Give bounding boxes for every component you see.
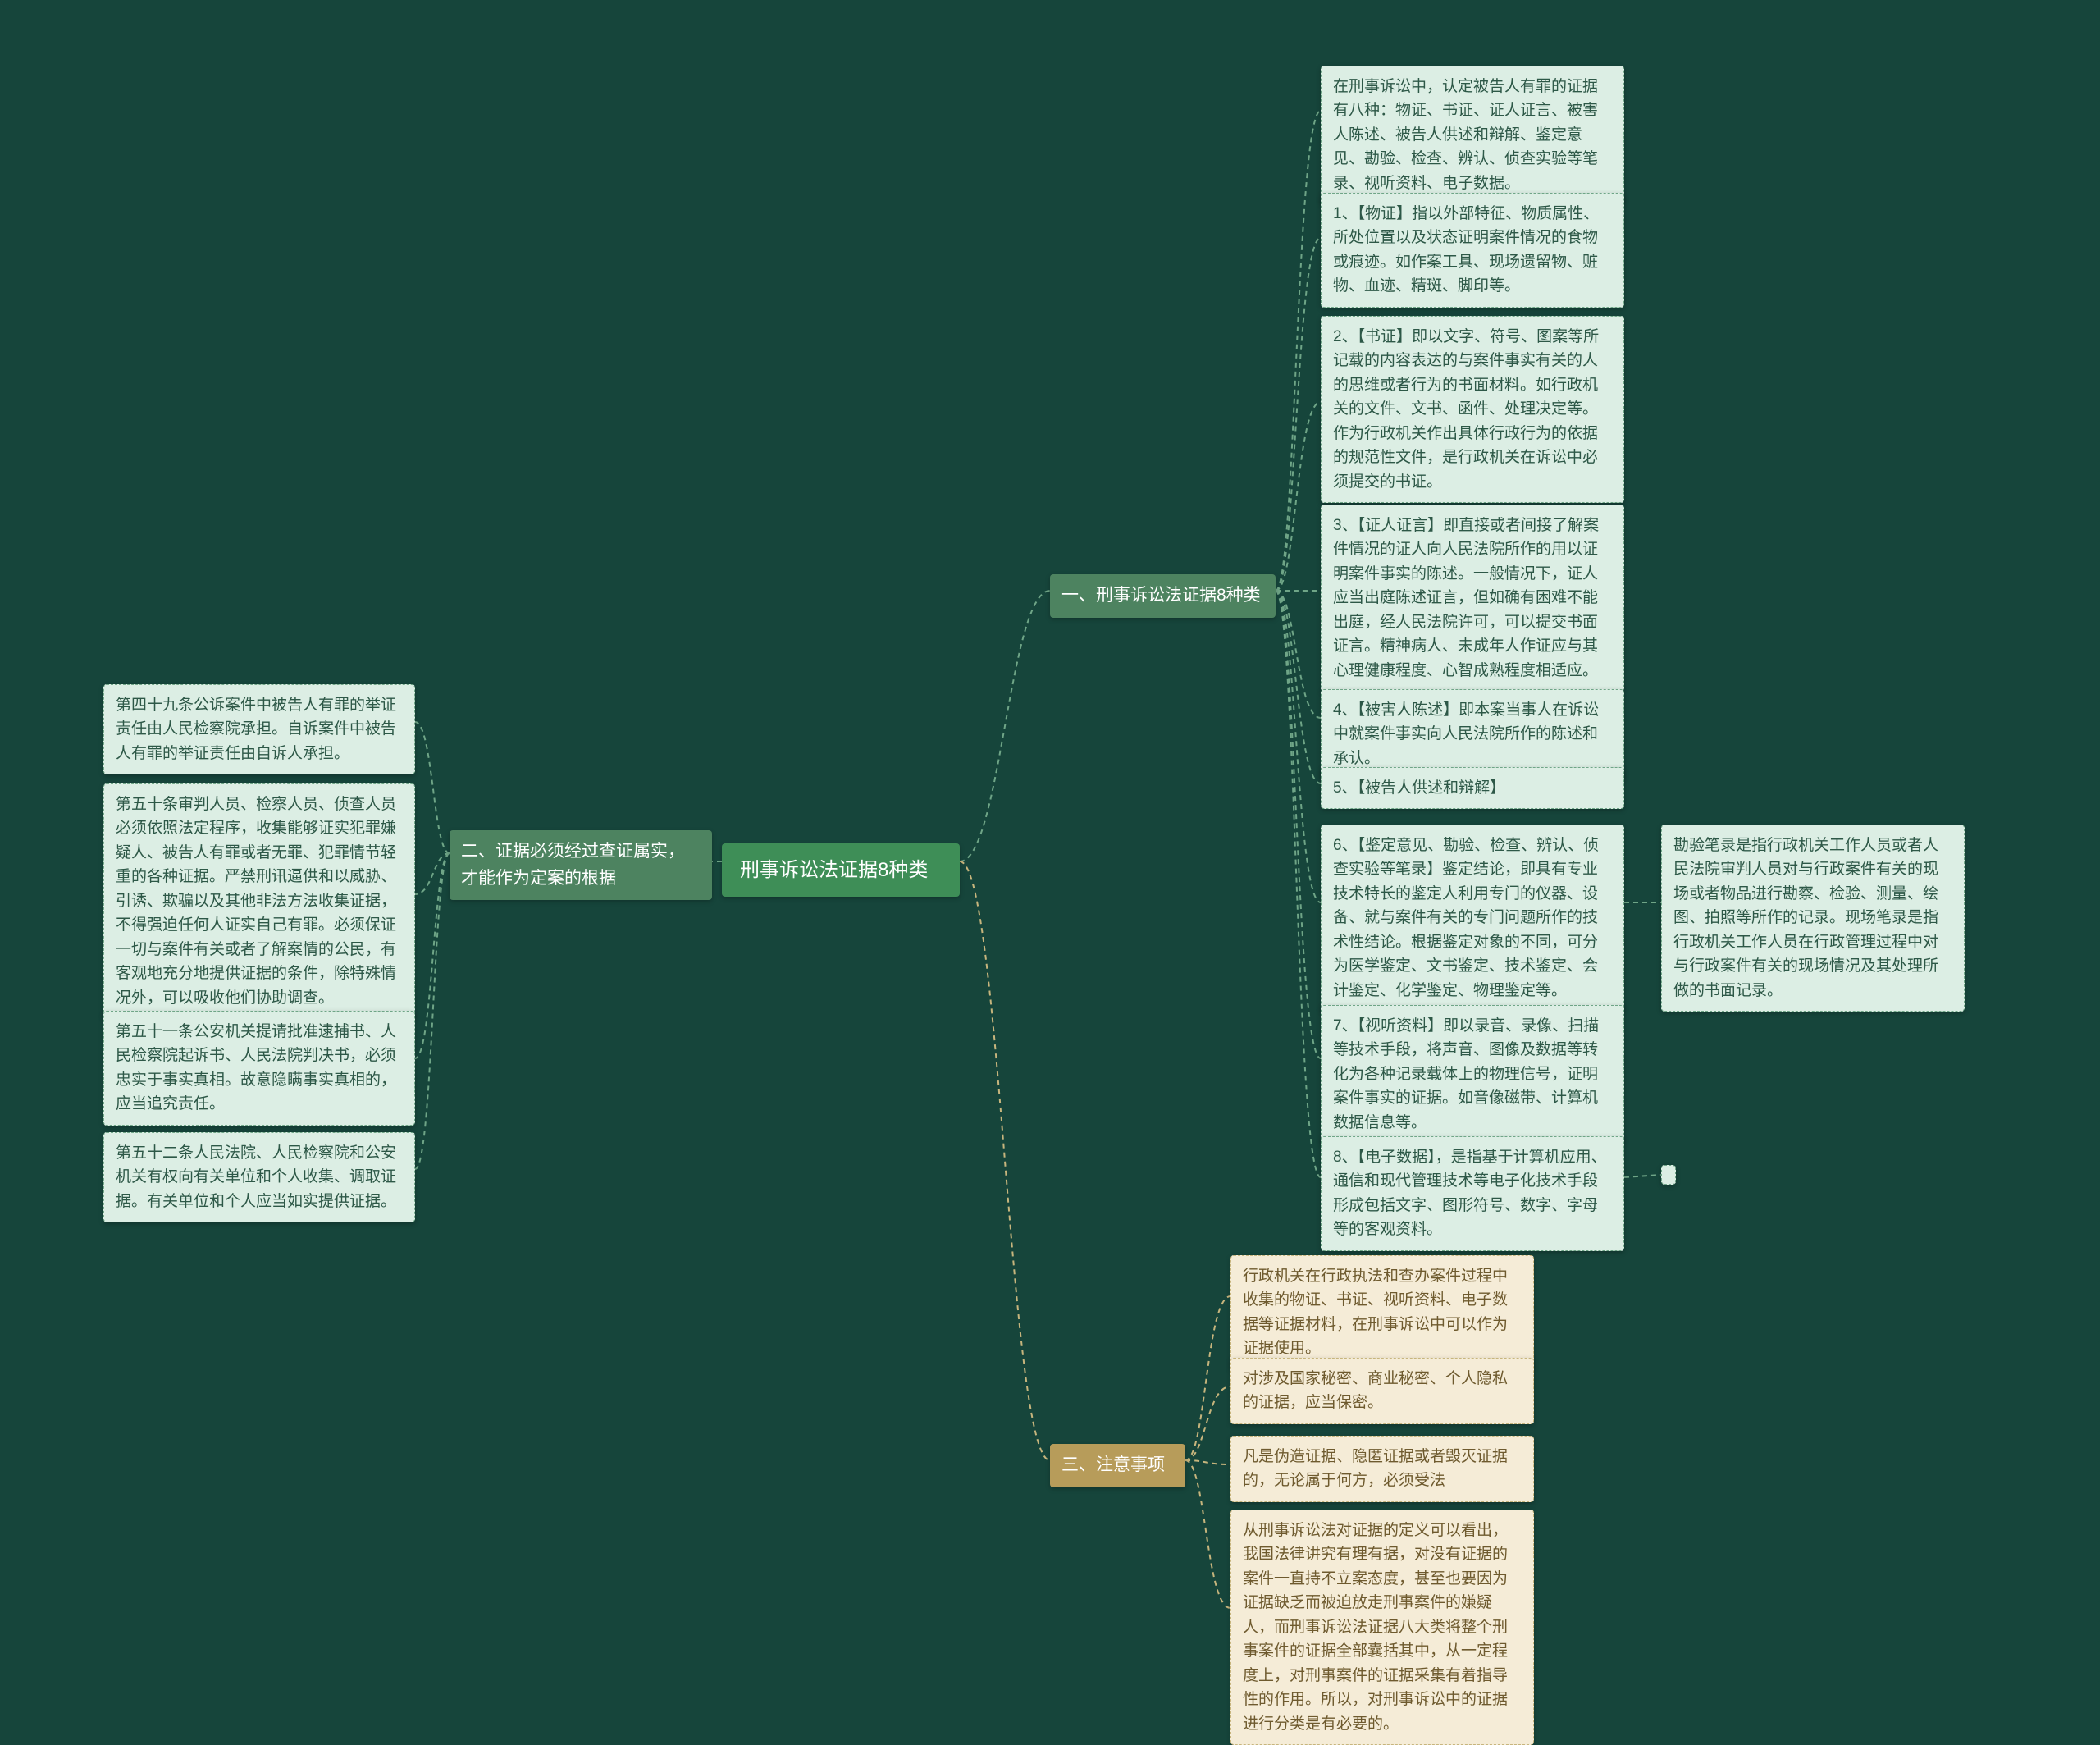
leaf-summary: 从刑事诉讼法对证据的定义可以看出，我国法律讲究有理有据，对没有证据的案件一直持不… bbox=[1230, 1510, 1534, 1745]
leaf-witness-testimony: 3、【证人证言】即直接或者间接了解案件情况的证人向人民法院所作的用以证明案件事实… bbox=[1321, 505, 1624, 692]
leaf-confidentiality: 对涉及国家秘密、商业秘密、个人隐私的证据，应当保密。 bbox=[1230, 1358, 1534, 1424]
branch-verification[interactable]: 二、证据必须经过查证属实，才能作为定案的根据 bbox=[450, 830, 712, 900]
leaf-expert-opinion-detail: 勘验笔录是指行政机关工作人员或者人民法院审判人员对与行政案件有关的现场或者物品进… bbox=[1661, 825, 1965, 1012]
leaf-expert-opinion: 6、【鉴定意见、勘验、检查、辨认、侦查实验等笔录】鉴定结论，即具有专业技术特长的… bbox=[1321, 825, 1624, 1012]
branch-notes[interactable]: 三、注意事项 bbox=[1050, 1444, 1185, 1487]
branch-evidence-types[interactable]: 一、刑事诉讼法证据8种类 bbox=[1050, 574, 1276, 618]
leaf-article-51: 第五十一条公安机关提请批准逮捕书、人民检察院起诉书、人民法院判决书，必须忠实于事… bbox=[103, 1011, 415, 1126]
leaf-admin-evidence: 行政机关在行政执法和查办案件过程中收集的物证、书证、视听资料、电子数据等证据材料… bbox=[1230, 1255, 1534, 1370]
leaf-documentary-evidence: 2、【书证】即以文字、符号、图案等所记载的内容表达的与案件事实有关的人的思维或者… bbox=[1321, 316, 1624, 503]
leaf-defendant-statement: 5、【被告人供述和辩解】 bbox=[1321, 767, 1624, 809]
leaf-electronic-data: 8、【电子数据】，是指基于计算机应用、通信和现代管理技术等电子化技术手段形成包括… bbox=[1321, 1136, 1624, 1251]
leaf-article-49: 第四十九条公诉案件中被告人有罪的举证责任由人民检察院承担。自诉案件中被告人有罪的… bbox=[103, 684, 415, 774]
leaf-forgery: 凡是伪造证据、隐匿证据或者毁灭证据的，无论属于何方，必须受法 bbox=[1230, 1436, 1534, 1502]
leaf-victim-statement: 4、【被害人陈述】即本案当事人在诉讼中就案件事实向人民法院所作的陈述和承认。 bbox=[1321, 689, 1624, 779]
leaf-electronic-data-stub bbox=[1661, 1165, 1676, 1185]
leaf-article-50: 第五十条审判人员、检察人员、侦查人员必须依照法定程序，收集能够证实犯罪嫌疑人、被… bbox=[103, 783, 415, 1019]
root-node[interactable]: 刑事诉讼法证据8种类 bbox=[722, 843, 960, 897]
leaf-physical-evidence: 1、【物证】指以外部特征、物质属性、所处位置以及状态证明案件情况的食物或痕迹。如… bbox=[1321, 193, 1624, 308]
leaf-intro: 在刑事诉讼中，认定被告人有罪的证据有八种：物证、书证、证人证言、被害人陈述、被告… bbox=[1321, 66, 1624, 204]
leaf-article-52: 第五十二条人民法院、人民检察院和公安机关有权向有关单位和个人收集、调取证据。有关… bbox=[103, 1132, 415, 1222]
leaf-audiovisual: 7、【视听资料】即以录音、录像、扫描等技术手段，将声音、图像及数据等转化为各种记… bbox=[1321, 1005, 1624, 1144]
